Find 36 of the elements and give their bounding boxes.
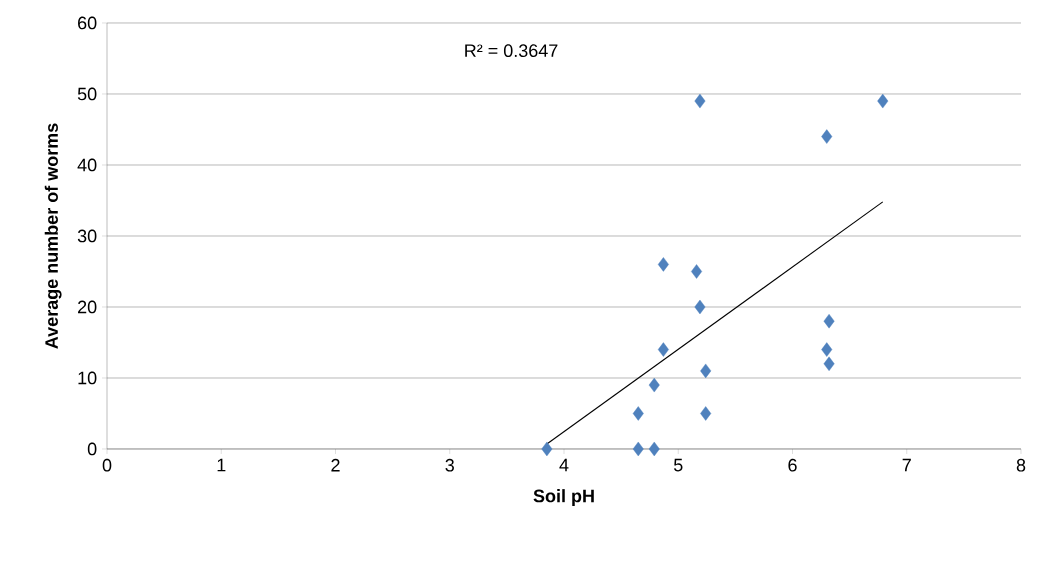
point (823, 356, 835, 371)
point (632, 441, 644, 457)
y-tick-label: 0 (87, 442, 97, 456)
x-tick-label: 8 (1016, 458, 1026, 472)
y-tick-label: 30 (77, 229, 97, 243)
point (821, 342, 833, 357)
point (648, 377, 660, 393)
point (821, 129, 833, 144)
x-tick-label: 5 (673, 458, 683, 472)
x-axis-title: Soil pH (533, 489, 594, 506)
y-tick-label: 40 (77, 158, 97, 172)
x-tick-label: 7 (902, 458, 911, 472)
point (648, 441, 660, 457)
point (657, 257, 669, 272)
x-tick-label: 2 (331, 458, 340, 472)
point (691, 264, 702, 279)
x-tick-label: 1 (217, 458, 226, 472)
y-tick-label: 50 (77, 87, 97, 101)
y-axis-title: Average number of worms (44, 123, 62, 349)
x-tick-label: 3 (445, 458, 454, 472)
point (823, 313, 835, 329)
point (541, 441, 553, 457)
x-tick-label: 0 (102, 458, 112, 472)
point (700, 363, 712, 379)
x-tick-label: 6 (788, 458, 797, 472)
y-tick-label: 10 (78, 371, 97, 385)
point (694, 93, 706, 109)
point (700, 406, 712, 421)
x-tick-label: 4 (559, 458, 569, 472)
y-tick-label: 60 (78, 16, 97, 30)
annotation: R² = 0.3647 (465, 44, 558, 58)
point (877, 93, 889, 109)
point (657, 342, 669, 357)
y-tick-label: 20 (78, 300, 97, 314)
point (632, 406, 644, 421)
point (694, 299, 706, 315)
